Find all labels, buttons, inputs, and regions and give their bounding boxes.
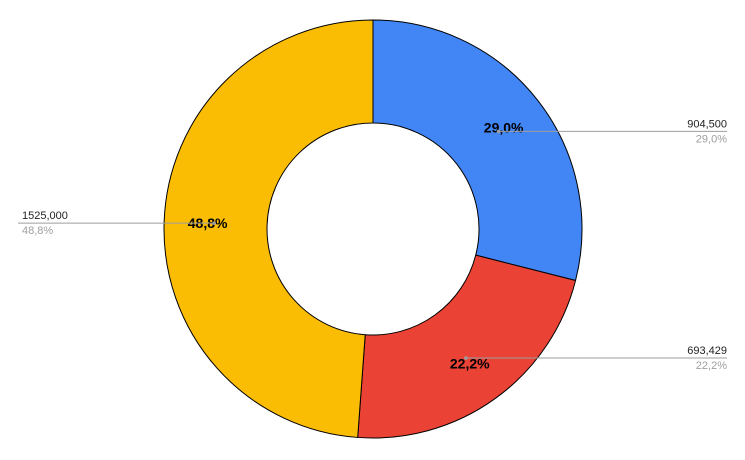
- callout-percent-label-1: 22,2%: [696, 360, 727, 372]
- callout-percent-label-0: 29,0%: [696, 133, 727, 145]
- callout-value-label-0: 904,500: [687, 118, 727, 130]
- callout-percent-label-2: 48,8%: [22, 225, 53, 237]
- donut-slice-1: [357, 254, 577, 439]
- callouts-layer: 904,500 29,0% 693,429 22,2% 1525,000 48,8%: [18, 118, 727, 372]
- slice-percent-label-1: 22,2%: [450, 355, 490, 371]
- donut-slice-0: [372, 19, 583, 282]
- donut-slice-2: [163, 19, 374, 438]
- callout-value-label-1: 693,429: [687, 345, 727, 357]
- slice-percent-label-0: 29,0%: [484, 119, 524, 135]
- callout-dot-0: [496, 129, 501, 134]
- slices-layer: [163, 19, 583, 439]
- callout-dot-1: [464, 356, 468, 360]
- callout-value-label-2: 1525,000: [22, 210, 68, 222]
- callout-dot-2: [212, 221, 216, 225]
